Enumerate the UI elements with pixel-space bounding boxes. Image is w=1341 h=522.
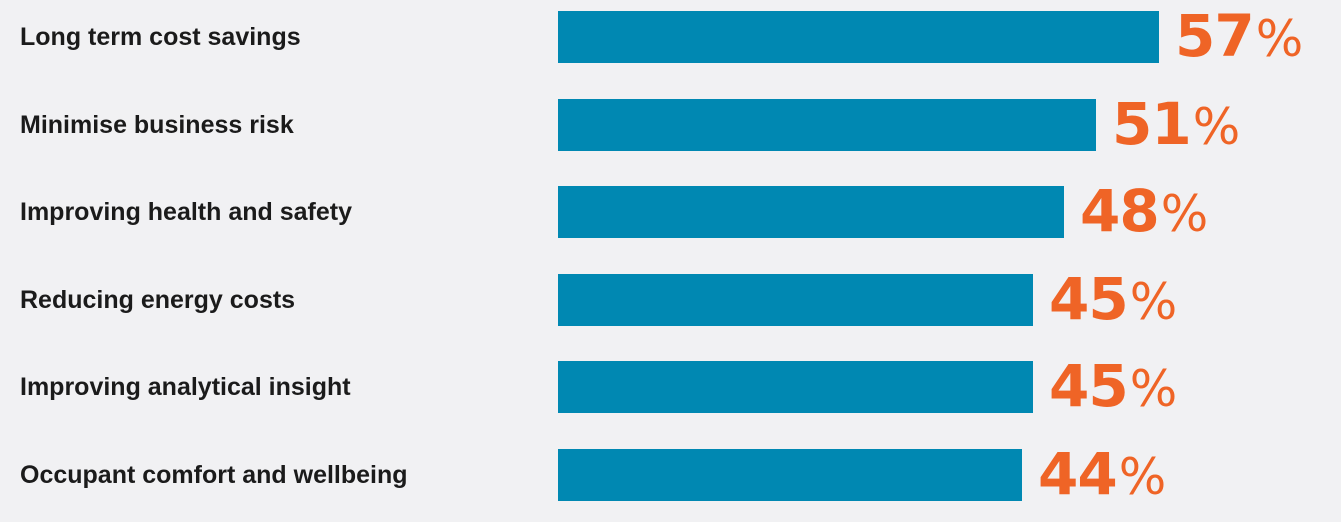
- bar-row: Improving analytical insight 45%: [0, 354, 1341, 418]
- bar: [558, 186, 1064, 238]
- category-label: Improving analytical insight: [20, 373, 351, 401]
- percent-sign: %: [1192, 98, 1241, 156]
- category-label: Minimise business risk: [20, 111, 294, 139]
- percent-sign: %: [1129, 360, 1178, 418]
- bar: [558, 11, 1159, 63]
- bar-row: Improving health and safety 48%: [0, 179, 1341, 243]
- bar-row: Minimise business risk 51%: [0, 92, 1341, 156]
- value-label: 45%: [1049, 267, 1177, 331]
- value-label: 44%: [1038, 442, 1166, 506]
- value-number: 57: [1175, 2, 1255, 70]
- value-label: 57%: [1175, 4, 1303, 68]
- bar: [558, 361, 1033, 413]
- bar: [558, 274, 1033, 326]
- bar: [558, 99, 1096, 151]
- value-label: 45%: [1049, 354, 1177, 418]
- bar: [558, 449, 1022, 501]
- bar-row: Long term cost savings 57%: [0, 4, 1341, 68]
- value-number: 48: [1080, 177, 1160, 245]
- percent-sign: %: [1160, 185, 1209, 243]
- percent-sign: %: [1255, 10, 1304, 68]
- value-number: 45: [1049, 265, 1129, 333]
- value-number: 45: [1049, 352, 1129, 420]
- horizontal-bar-chart: Long term cost savings 57% Minimise busine…: [0, 4, 1341, 506]
- bar-row: Reducing energy costs 45%: [0, 267, 1341, 331]
- category-label: Reducing energy costs: [20, 286, 296, 314]
- category-label: Long term cost savings: [20, 23, 301, 51]
- percent-sign: %: [1118, 448, 1167, 506]
- percent-sign: %: [1129, 273, 1178, 331]
- bar-row: Occupant comfort and wellbeing 44%: [0, 442, 1341, 506]
- value-label: 48%: [1080, 179, 1208, 243]
- value-label: 51%: [1112, 92, 1240, 156]
- category-label: Occupant comfort and wellbeing: [20, 461, 408, 489]
- value-number: 44: [1038, 440, 1118, 508]
- value-number: 51: [1112, 90, 1192, 158]
- category-label: Improving health and safety: [20, 198, 353, 226]
